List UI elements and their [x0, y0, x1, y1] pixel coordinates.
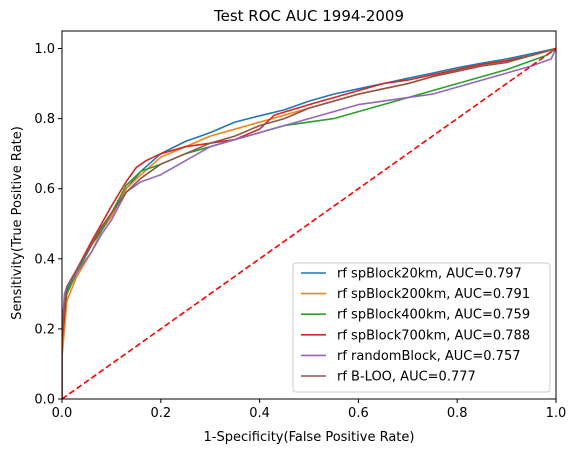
chart-title: Test ROC AUC 1994-2009: [213, 7, 404, 25]
y-tick-label: 1.0: [34, 42, 55, 57]
roc-series-line-5: [62, 48, 556, 399]
plot-frame: [61, 30, 557, 400]
roc-series-line-4: [62, 47, 556, 399]
y-tick-label: 0.0: [34, 393, 55, 408]
x-tick-label: 0.2: [150, 406, 171, 421]
legend-label: rf spBlock700km, AUC=0.788: [337, 328, 530, 343]
legend: rf spBlock20km, AUC=0.797 rf spBlock200km…: [292, 262, 551, 393]
legend-box: [292, 262, 551, 393]
roc-series-line-6: [62, 47, 556, 399]
x-tick-label: 0.0: [52, 406, 73, 421]
x-tick-label: 0.6: [348, 406, 369, 421]
plot-area: [62, 47, 556, 399]
x-axis: 0.0 0.2 0.4 0.6 0.8 1.0: [52, 399, 567, 421]
y-tick-label: 0.8: [34, 112, 55, 127]
x-tick-label: 0.8: [447, 406, 468, 421]
legend-label: rf B-LOO, AUC=0.777: [337, 370, 476, 385]
legend-label: rf spBlock200km, AUC=0.791: [337, 287, 530, 302]
chance-reference-line: [62, 47, 556, 399]
y-axis-label: Sensitivity(True Positive Rate): [10, 126, 25, 320]
x-axis-label: 1-Specificity(False Positive Rate): [204, 430, 415, 445]
x-tick-label: 0.4: [249, 406, 270, 421]
y-tick-label: 0.4: [34, 252, 55, 267]
y-tick-label: 0.2: [34, 322, 55, 337]
legend-label: rf spBlock400km, AUC=0.759: [337, 308, 530, 323]
legend-label: rf spBlock20km, AUC=0.797: [337, 267, 522, 282]
x-tick-label: 1.0: [546, 406, 567, 421]
y-tick-label: 0.6: [34, 182, 55, 197]
legend-label: rf randomBlock, AUC=0.757: [337, 349, 521, 364]
y-axis: 0.0 0.2 0.4 0.6 0.8 1.0: [34, 42, 62, 408]
